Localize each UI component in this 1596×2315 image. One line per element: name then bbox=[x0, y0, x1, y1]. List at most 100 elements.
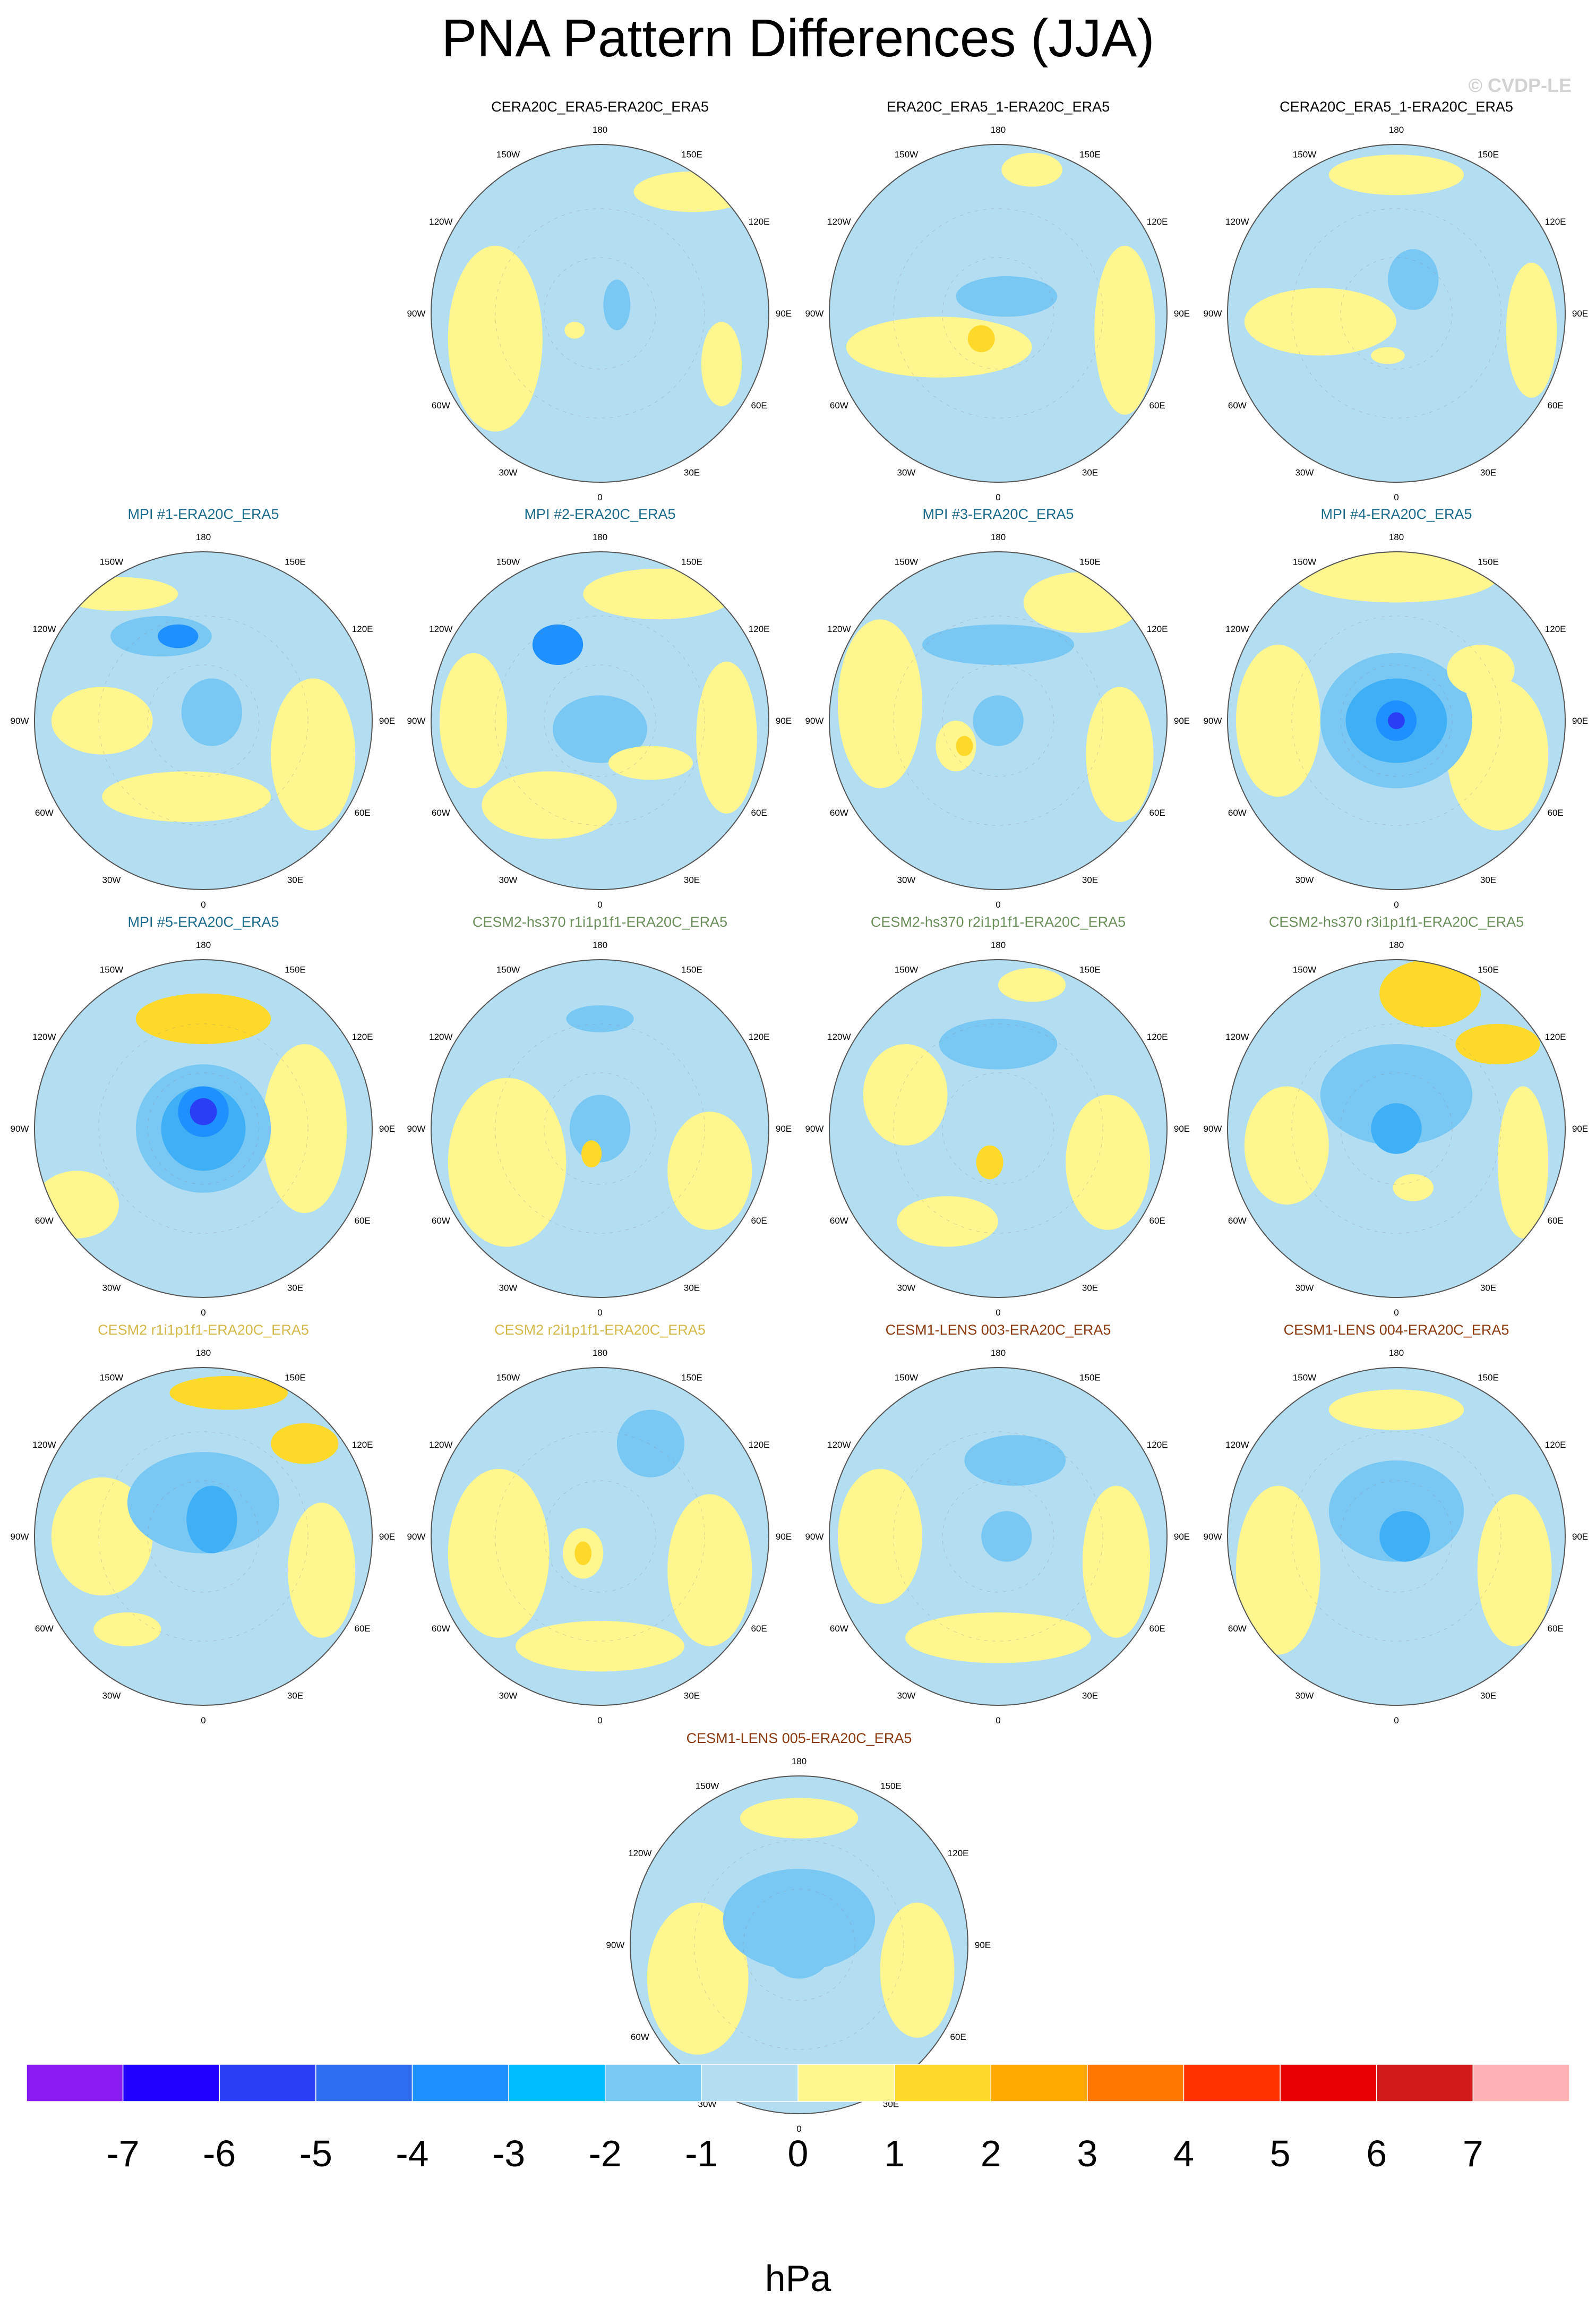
contour-region bbox=[532, 624, 584, 665]
longitude-label: 90E bbox=[776, 309, 792, 319]
map-border bbox=[1227, 1367, 1566, 1706]
longitude-label: 90W bbox=[1204, 1532, 1222, 1542]
longitude-label: 150W bbox=[895, 557, 918, 567]
longitude-label: 30W bbox=[499, 875, 518, 885]
latitude-line bbox=[694, 1840, 904, 2050]
longitude-label: 180 bbox=[792, 1756, 806, 1766]
panel-title: MPI #4-ERA20C_ERA5 bbox=[1320, 506, 1472, 522]
contour-region bbox=[581, 1140, 602, 1168]
colorbar-swatch bbox=[605, 2064, 702, 2102]
map-panel: 180 150E 120E 90E 60E 30E 0 30W 60W 90W 120W 150W MP… bbox=[1204, 506, 1589, 910]
map-border bbox=[1227, 551, 1566, 890]
map-disk bbox=[1228, 144, 1565, 482]
longitude-label: 90E bbox=[379, 1532, 395, 1542]
longitude-label: 90W bbox=[805, 309, 824, 319]
longitude-label: 90W bbox=[11, 1532, 29, 1542]
contour-region bbox=[616, 1409, 684, 1477]
map-panel: 180 150E 120E 90E 60E 30E 0 30W 60W 90W 120W 150W MP… bbox=[11, 506, 396, 910]
map-border bbox=[1227, 144, 1566, 483]
contour-region bbox=[271, 1423, 339, 1464]
longitude-label: 180 bbox=[991, 125, 1006, 135]
longitude-label: 180 bbox=[593, 940, 607, 950]
map-border bbox=[34, 551, 373, 890]
contour-region bbox=[696, 661, 757, 814]
map-panel: 180150E120E90E60E30E030W60W90W120W150WCE… bbox=[1204, 914, 1589, 1318]
longitude-label: 60E bbox=[1548, 1624, 1564, 1634]
contour-fill bbox=[35, 993, 347, 1238]
contour-region bbox=[1328, 155, 1464, 195]
longitude-label: 30E bbox=[1082, 1691, 1098, 1701]
panel-title: CERA20C_ERA5_1-ERA20C_ERA5 bbox=[1280, 99, 1513, 115]
longitude-label: 90E bbox=[776, 1532, 792, 1542]
longitude-label: 120W bbox=[429, 1440, 452, 1450]
longitude-label: 150E bbox=[1079, 149, 1101, 159]
panel-title: CERA20C_ERA5-ERA20C_ERA5 bbox=[491, 99, 709, 115]
longitude-label: 60E bbox=[1149, 808, 1165, 818]
longitude-label: 90E bbox=[379, 716, 395, 726]
map-panel: 180150E120E90E60E30E030W60W90W120W150WCE… bbox=[805, 914, 1190, 1318]
longitude-label: 60W bbox=[1228, 808, 1247, 818]
longitude-label: 60E bbox=[751, 808, 767, 818]
map-panel: 180150E120E90E60E30E030W60W90W120W150WCE… bbox=[606, 1730, 991, 2134]
longitude-label: 0 bbox=[996, 492, 1000, 502]
longitude-label: 120W bbox=[1225, 1032, 1249, 1042]
contour-fill bbox=[863, 968, 1151, 1247]
longitude-label: 120W bbox=[32, 1440, 56, 1450]
longitude-label: 120W bbox=[1225, 624, 1249, 634]
contour-region bbox=[1371, 347, 1405, 364]
latitude-line bbox=[942, 257, 1054, 370]
contour-fill bbox=[51, 577, 356, 831]
map-border bbox=[34, 1367, 373, 1706]
panel-title: MPI #2-ERA20C_ERA5 bbox=[524, 506, 675, 522]
longitude-label: 60W bbox=[35, 1624, 54, 1634]
longitude-label: 150W bbox=[100, 557, 123, 567]
longitude-label: 90E bbox=[1572, 1124, 1588, 1134]
latitude-line bbox=[893, 208, 1103, 418]
longitude-label: 120W bbox=[1225, 1440, 1249, 1450]
colorbar-swatch bbox=[219, 2064, 316, 2102]
longitude-label: 0 bbox=[1394, 1715, 1398, 1725]
latitude-line bbox=[544, 1072, 656, 1185]
longitude-label: 150E bbox=[1478, 149, 1499, 159]
longitude-label: 60W bbox=[1228, 400, 1247, 411]
contour-region bbox=[1497, 1086, 1549, 1238]
longitude-label: 180 bbox=[593, 125, 607, 135]
latitude-line bbox=[98, 1431, 308, 1642]
latitude-line bbox=[544, 257, 656, 370]
latitude-line bbox=[1291, 208, 1501, 418]
longitude-label: 120E bbox=[749, 217, 770, 227]
panel-title: ERA20C_ERA5_1-ERA20C_ERA5 bbox=[887, 99, 1110, 115]
longitude-label: 150E bbox=[1079, 557, 1101, 567]
longitude-label: 180 bbox=[593, 532, 607, 542]
map-panel: 180150E120E90E60E30E030W60W90W120W150WCE… bbox=[1204, 99, 1589, 502]
map-panel: 180150E120E90E60E30E030W60W90W120W150WCE… bbox=[1204, 1322, 1589, 1725]
longitude-label: 120W bbox=[32, 1032, 56, 1042]
colorbar-swatch bbox=[411, 2064, 509, 2102]
latitude-line bbox=[942, 1480, 1054, 1593]
latitude-line bbox=[98, 616, 308, 826]
longitude-label: 30E bbox=[1082, 1283, 1098, 1293]
longitude-label: 120W bbox=[827, 624, 851, 634]
longitude-label: 120E bbox=[352, 1032, 373, 1042]
longitude-label: 90E bbox=[975, 1940, 991, 1950]
longitude-label: 150E bbox=[681, 1372, 702, 1382]
longitude-label: 150E bbox=[1478, 964, 1499, 975]
colorbar-swatch bbox=[26, 2064, 124, 2102]
contour-region bbox=[837, 619, 922, 789]
longitude-label: 120W bbox=[429, 1032, 452, 1042]
longitude-label: 90E bbox=[776, 1124, 792, 1134]
contour-region bbox=[1320, 1044, 1473, 1146]
longitude-label: 120E bbox=[948, 1848, 969, 1858]
contour-region bbox=[448, 1078, 567, 1247]
contour-region bbox=[603, 279, 631, 330]
latitude-line bbox=[893, 1431, 1103, 1642]
longitude-label: 150E bbox=[681, 149, 702, 159]
longitude-label: 30E bbox=[1480, 468, 1496, 478]
contour-region bbox=[102, 771, 271, 822]
colorbar-swatch bbox=[1472, 2064, 1570, 2102]
panel-title: CESM2-hs370 r2i1p1f1-ERA20C_ERA5 bbox=[871, 914, 1126, 930]
map-panel: 180150E120E90E60E30E030W60W90W120W150WCE… bbox=[11, 1322, 396, 1725]
longitude-label: 150W bbox=[1293, 149, 1316, 159]
longitude-label: 90E bbox=[1572, 716, 1588, 726]
colorbar-swatch bbox=[797, 2064, 895, 2102]
